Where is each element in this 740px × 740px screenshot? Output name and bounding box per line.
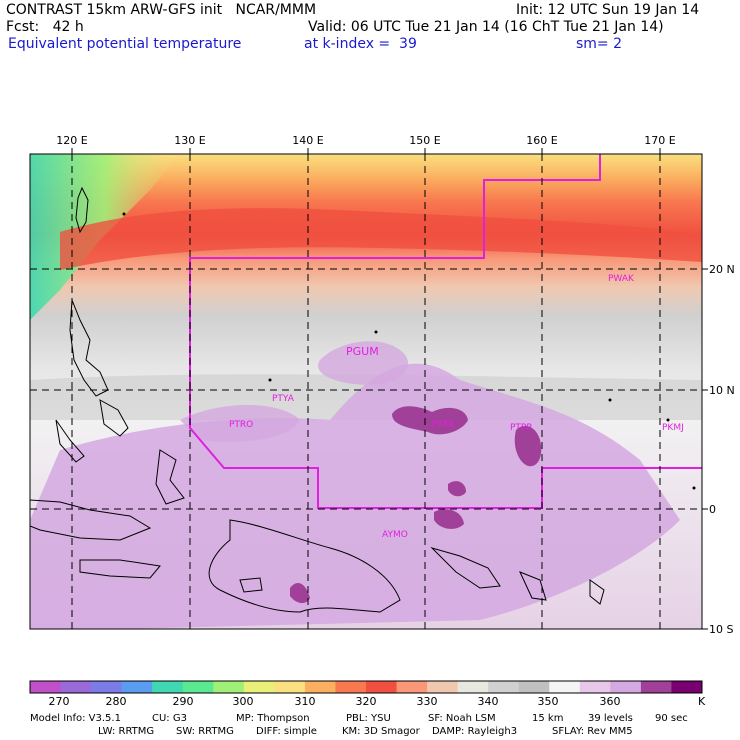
colorbar-swatch: [91, 681, 123, 693]
cbar-tick-320: 320: [356, 695, 377, 708]
footer-damp: DAMP: Rayleigh3: [432, 726, 517, 737]
cbar-tick-270: 270: [49, 695, 70, 708]
footer-timestep: 90 sec: [655, 713, 688, 724]
footer-pbl: PBL: YSU: [346, 713, 391, 724]
station-ptpp: PTPP: [510, 423, 532, 433]
colorbar-swatch: [30, 681, 62, 693]
station-aymo: AYMO: [382, 530, 408, 540]
colorbar-swatch: [457, 681, 489, 693]
colorbar-swatch: [335, 681, 367, 693]
colorbar-swatch: [579, 681, 611, 693]
cbar-tick-290: 290: [173, 695, 194, 708]
footer-sw: SW: RRTMG: [176, 726, 234, 737]
colorbar-swatch: [396, 681, 428, 693]
lat-label-10s: 10 S: [709, 623, 733, 636]
colorbar-swatch: [121, 681, 153, 693]
colorbar: [29, 680, 703, 694]
footer-mp: MP: Thompson: [236, 713, 310, 724]
colorbar-swatch: [610, 681, 642, 693]
colorbar-swatch: [427, 681, 459, 693]
graticule: [30, 154, 702, 629]
colorbar-swatch: [366, 681, 398, 693]
cbar-tick-310: 310: [295, 695, 316, 708]
lat-label-10n: 10 N: [709, 384, 735, 397]
footer-model-info: Model Info: V3.5.1: [30, 713, 121, 724]
footer-resolution: 15 km: [532, 713, 563, 724]
station-ptkk: PTKK: [432, 420, 456, 430]
colorbar-swatch: [213, 681, 245, 693]
field-name: Equivalent potential temperature: [8, 36, 242, 52]
model-title: CONTRAST 15km ARW-GFS init NCAR/MMM: [6, 2, 317, 18]
colorbar-frame: [29, 680, 703, 694]
footer-diff: DIFF: simple: [256, 726, 317, 737]
colorbar-swatch: [182, 681, 214, 693]
station-pkmj: PKMJ: [662, 423, 684, 433]
coastlines: [30, 186, 605, 613]
theta-e-field: [30, 154, 702, 629]
colorbar-swatch: [640, 681, 672, 693]
forecast-hour: Fcst: 42 h: [6, 19, 84, 35]
colorbar-swatch: [304, 681, 336, 693]
cbar-tick-330: 330: [417, 695, 438, 708]
lat-label-eq: 0: [709, 503, 716, 516]
cbar-tick-360: 360: [600, 695, 621, 708]
map-frame: [29, 153, 703, 630]
footer-sflay: SFLAY: Rev MM5: [552, 726, 633, 737]
colorbar-swatch: [152, 681, 184, 693]
smoothing: sm= 2: [576, 36, 623, 52]
colorbar-swatch: [518, 681, 550, 693]
footer-sf: SF: Noah LSM: [428, 713, 496, 724]
lon-label-170: 170 E: [644, 134, 675, 147]
colorbar-labels: 270 280 290 300 310 320 330 340 350 360 …: [49, 695, 707, 708]
colorbar-swatch: [671, 681, 703, 693]
valid-time: Valid: 06 UTC Tue 21 Jan 14 (16 ChT Tue …: [308, 19, 664, 35]
cbar-unit: K: [698, 695, 706, 708]
station-pwak: PWAK: [608, 274, 635, 284]
lon-label-120: 120 E: [56, 134, 87, 147]
footer-lw: LW: RRTMG: [98, 726, 154, 737]
colorbar-swatch: [488, 681, 520, 693]
init-time: Init: 12 UTC Sun 19 Jan 14: [516, 2, 700, 18]
footer-cu: CU: G3: [152, 713, 187, 724]
lon-label-130: 130 E: [174, 134, 205, 147]
small-islands: [122, 212, 696, 490]
lon-label-140: 140 E: [292, 134, 323, 147]
lon-label-150: 150 E: [409, 134, 440, 147]
lat-label-20n: 20 N: [709, 263, 735, 276]
cbar-tick-300: 300: [233, 695, 254, 708]
colorbar-swatch: [60, 681, 92, 693]
lon-label-160: 160 E: [526, 134, 557, 147]
station-pgum: PGUM: [346, 345, 379, 358]
station-ptro: PTRO: [229, 420, 253, 430]
footer-km: KM: 3D Smagor: [342, 726, 421, 737]
colorbar-swatch: [274, 681, 306, 693]
level-index: at k-index = 39: [304, 36, 417, 52]
colorbar-swatch: [549, 681, 581, 693]
footer-levels: 39 levels: [588, 713, 633, 724]
colorbar-swatch: [243, 681, 275, 693]
cbar-tick-280: 280: [106, 695, 127, 708]
domain-outline: [189, 154, 702, 509]
station-ptya: PTYA: [272, 394, 295, 404]
cbar-tick-350: 350: [538, 695, 559, 708]
cbar-tick-340: 340: [478, 695, 499, 708]
